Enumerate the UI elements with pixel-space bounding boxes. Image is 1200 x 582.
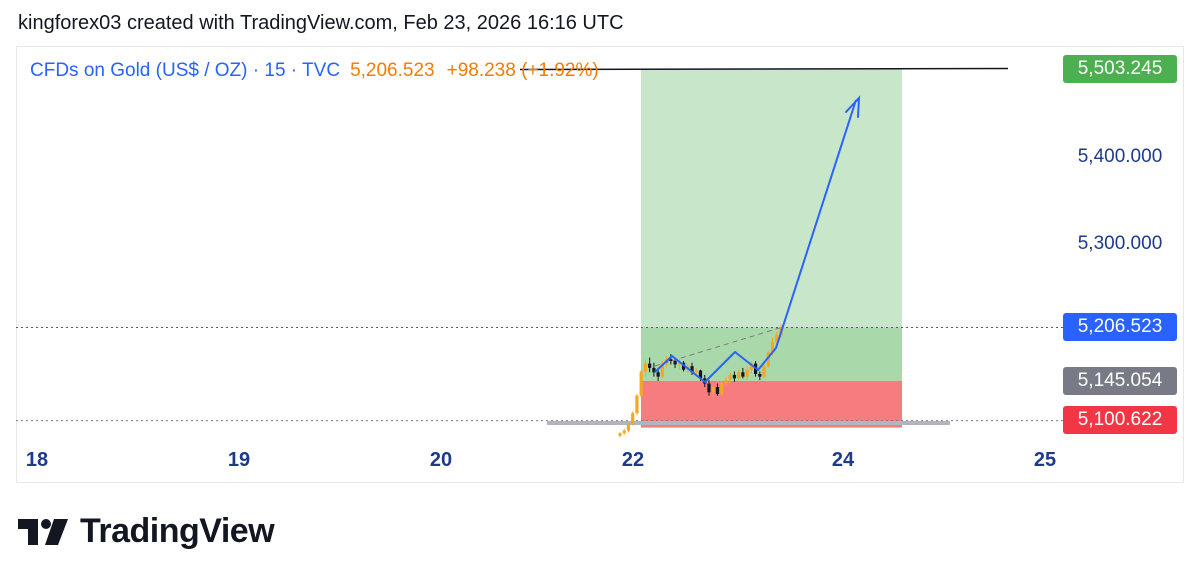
candle-body [698, 370, 703, 379]
projection-path [654, 99, 857, 383]
x-tick-24: 24 [831, 449, 855, 471]
symbol-info[interactable]: CFDs on Gold (US$ / OZ) · 15 · TVC [30, 60, 341, 81]
candle-body [720, 382, 724, 395]
candle-body [656, 372, 660, 377]
entry-price-tag[interactable]: 5,145.054 [1063, 367, 1177, 395]
candle-body [724, 380, 728, 383]
x-tick-19: 19 [227, 449, 251, 471]
candle-body [775, 334, 779, 342]
candle-body [677, 362, 681, 365]
candle-body [745, 369, 749, 377]
candle-body [639, 371, 643, 396]
candle-body [660, 363, 664, 377]
candle-body [643, 363, 648, 372]
candle-body [711, 387, 715, 393]
price-change: +98.238 (+1.92%) [446, 60, 599, 81]
candle-body [732, 374, 736, 379]
candle-body [673, 360, 677, 365]
last-price: 5,206.523 [350, 60, 435, 81]
candle-body [652, 367, 656, 373]
candle-body [626, 424, 631, 431]
candle-body [762, 366, 766, 377]
x-tick-25: 25 [1033, 449, 1057, 471]
x-tick-20: 20 [429, 449, 453, 471]
y-tick-5400: 5,400.000 [1077, 146, 1163, 167]
brand-name: TradingView [80, 512, 275, 550]
candle-body [758, 374, 762, 377]
chart-caption: kingforex03 created with TradingView.com… [18, 12, 624, 34]
candle-body [631, 413, 635, 425]
candle-body [728, 374, 732, 381]
candle-body [690, 366, 694, 373]
candle-body [635, 395, 639, 414]
candle-body [648, 363, 652, 368]
candle-body [715, 387, 720, 395]
y-tick-5300: 5,300.000 [1077, 233, 1163, 254]
tradingview-logo-icon [18, 518, 68, 545]
target-price-tag[interactable]: 5,503.245 [1063, 55, 1177, 83]
candle-body [741, 372, 745, 377]
candle-body [707, 383, 711, 393]
candle-body [770, 341, 775, 353]
candle-body [622, 430, 626, 434]
candle-body [669, 359, 673, 361]
projection-arrowhead [845, 95, 861, 118]
loss-zone [641, 380, 902, 428]
chart-legend: CFDs on Gold (US$ / OZ) · 15 · TVC 5,206… [30, 60, 599, 82]
brand[interactable]: TradingView [18, 512, 275, 551]
current-price-tag[interactable]: 5,206.523 [1063, 313, 1177, 341]
candle-body [618, 433, 622, 436]
profit-zone [641, 69, 902, 381]
stop-price-tag[interactable]: 5,100.622 [1063, 406, 1177, 434]
candle-body [766, 352, 770, 367]
x-tick-22: 22 [621, 449, 645, 471]
candle-body [749, 363, 753, 370]
x-tick-18: 18 [25, 449, 49, 471]
candle-body [694, 370, 698, 373]
candle-body [737, 372, 741, 379]
target-line [519, 67, 1009, 71]
chart-frame[interactable] [16, 46, 1184, 483]
